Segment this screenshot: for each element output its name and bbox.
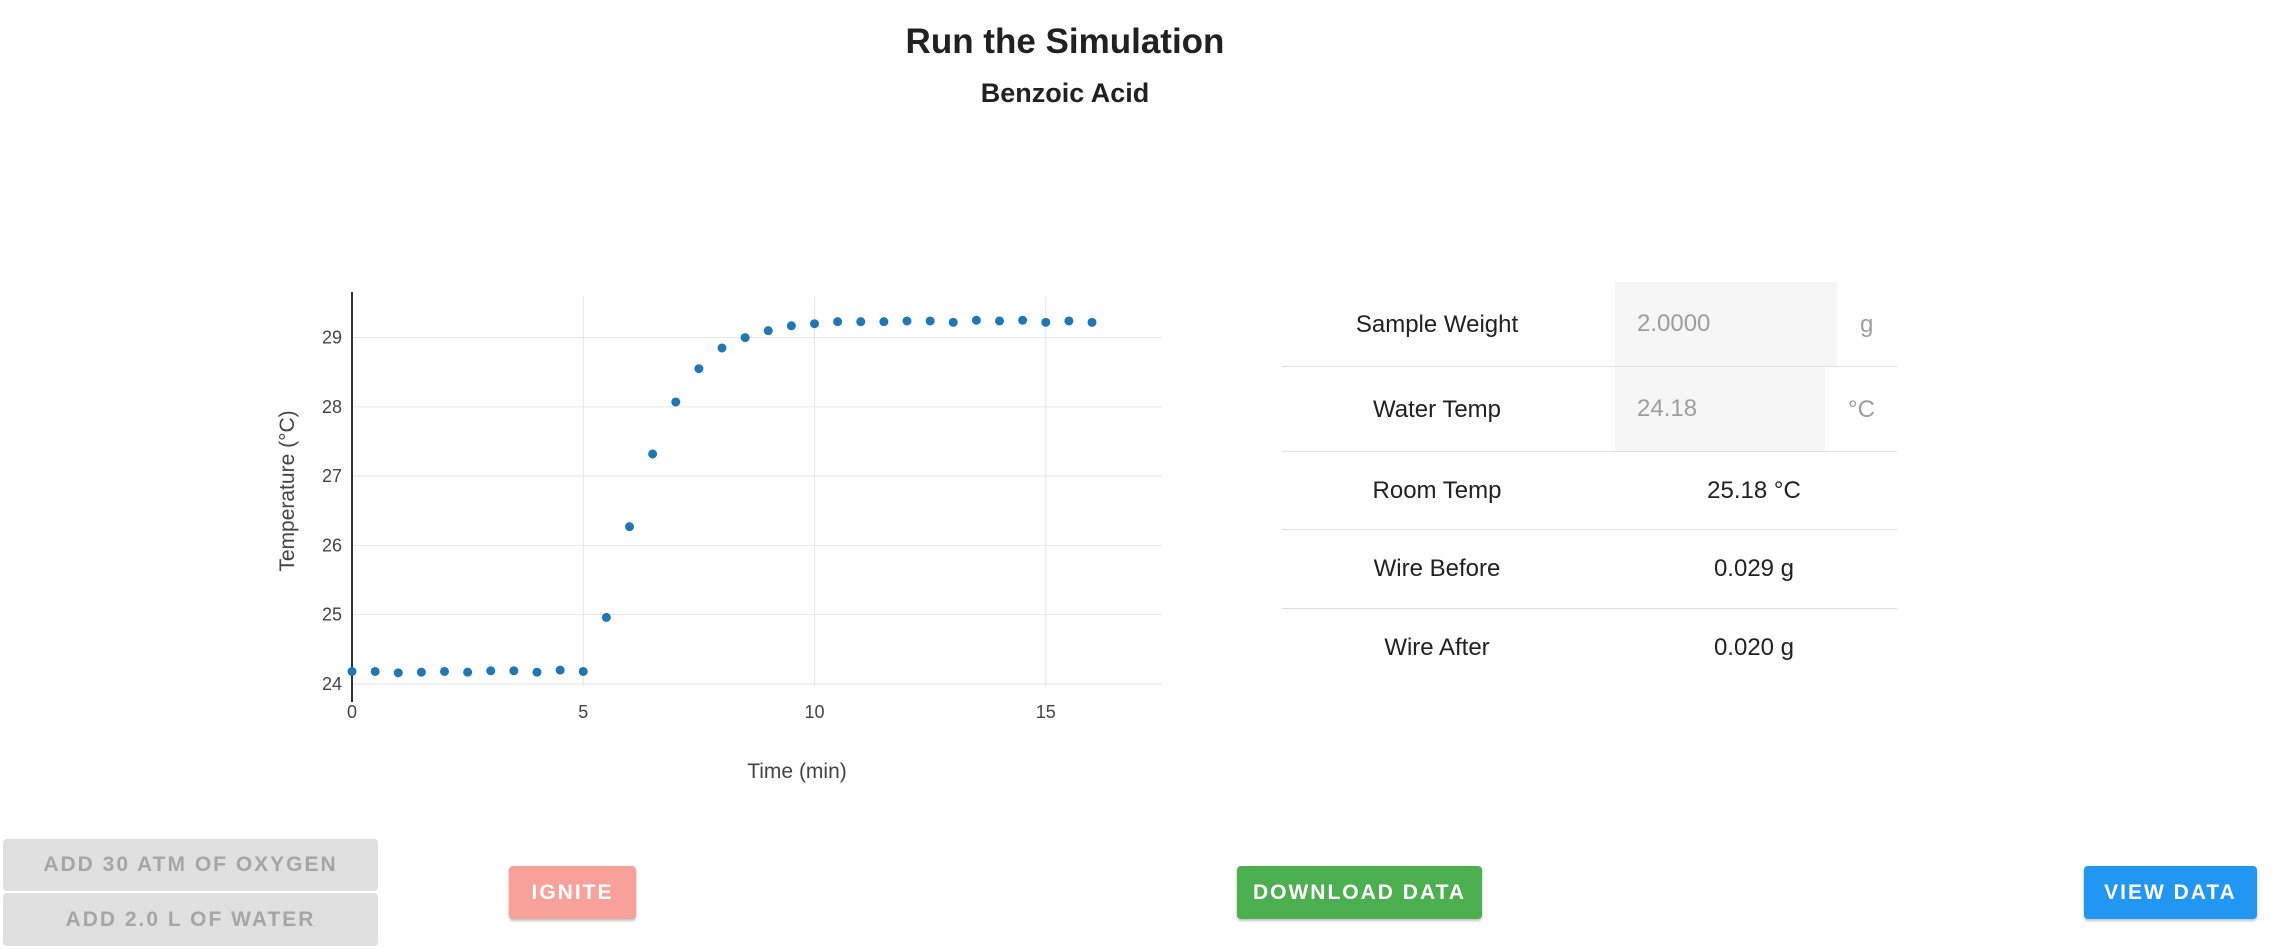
y-tick-label: 27: [322, 466, 342, 486]
page-title: Run the Simulation: [905, 22, 1225, 61]
wire-before-row: Wire Before 0.029 g: [1282, 530, 1897, 609]
data-point: [393, 668, 403, 678]
data-point: [370, 666, 380, 676]
data-point: [717, 343, 727, 353]
y-tick-label: 28: [322, 397, 342, 417]
temperature-chart: 24 25 26 27 28 29 0 5 10 15 Time (min) Temperatur…: [276, 292, 1162, 783]
data-point: [486, 666, 496, 676]
data-point: [601, 612, 611, 622]
ignite-button[interactable]: Ignite: [509, 866, 636, 919]
wire-before-value: 0.029 g: [1713, 555, 1795, 582]
wire-before-label: Wire Before: [1373, 555, 1501, 582]
data-point: [902, 316, 912, 326]
x-tick-label: 10: [804, 702, 824, 722]
water-temp-label: Water Temp: [1372, 396, 1502, 423]
chart-ticks: 24 25 26 27 28 29 0 5 10 15: [322, 328, 1056, 722]
data-point: [440, 666, 449, 676]
add-oxygen-button[interactable]: Add 30 atm of Oxygen: [3, 839, 378, 891]
data-point: [925, 316, 935, 326]
chart-points: [347, 315, 1097, 678]
y-axis-title: Temperature (°C): [276, 410, 299, 571]
data-point: [879, 317, 889, 327]
data-point: [740, 333, 750, 343]
data-point: [555, 665, 565, 675]
data-point: [347, 666, 357, 676]
wire-after-label: Wire After: [1384, 634, 1490, 661]
data-point: [810, 319, 819, 329]
data-point: [509, 666, 519, 676]
x-tick-label: 5: [578, 702, 588, 722]
data-point: [763, 326, 773, 336]
chart-grid: [352, 296, 1162, 686]
y-tick-label: 24: [322, 674, 342, 694]
data-point: [856, 317, 866, 327]
data-point: [694, 364, 704, 374]
data-point: [463, 667, 473, 677]
data-point: [1041, 317, 1051, 327]
x-axis-title: Time (min): [747, 760, 847, 783]
data-point: [971, 315, 981, 325]
water-temp-input[interactable]: [1615, 367, 1825, 451]
y-tick-label: 29: [322, 328, 342, 348]
data-point: [648, 449, 658, 459]
water-temp-row: Water Temp °C: [1282, 367, 1897, 452]
sample-weight-row: Sample Weight g: [1282, 282, 1897, 367]
view-data-button[interactable]: View Data: [2084, 866, 2257, 919]
sample-weight-unit: g: [1860, 311, 1874, 338]
sample-weight-input[interactable]: [1615, 282, 1837, 366]
data-point: [671, 397, 681, 407]
data-point: [948, 317, 958, 327]
x-tick-label: 15: [1036, 702, 1056, 722]
add-water-button[interactable]: Add 2.0 L of Water: [3, 893, 378, 946]
data-point: [1087, 317, 1097, 327]
data-point: [416, 667, 426, 677]
water-temp-unit: °C: [1848, 396, 1875, 423]
page-subtitle: Benzoic Acid: [980, 78, 1150, 108]
data-point: [995, 316, 1004, 326]
data-point: [1018, 315, 1028, 325]
data-point: [786, 321, 796, 331]
data-point: [1064, 316, 1074, 326]
data-point: [532, 667, 542, 677]
data-point: [578, 666, 588, 676]
measurements-table: Sample Weight g Water Temp °C Room Temp …: [1282, 282, 1897, 687]
y-tick-label: 25: [322, 605, 342, 625]
y-tick-label: 26: [322, 535, 342, 555]
room-temp-value: 25.18 °C: [1707, 477, 1801, 504]
room-temp-label: Room Temp: [1372, 477, 1502, 504]
data-point: [833, 317, 843, 327]
room-temp-row: Room Temp 25.18 °C: [1282, 452, 1897, 530]
wire-after-value: 0.020 g: [1713, 634, 1795, 661]
download-data-button[interactable]: Download Data: [1237, 866, 1482, 919]
sample-weight-label: Sample Weight: [1355, 311, 1519, 338]
data-point: [625, 522, 634, 532]
wire-after-row: Wire After 0.020 g: [1282, 609, 1897, 687]
x-tick-label: 0: [347, 702, 357, 722]
